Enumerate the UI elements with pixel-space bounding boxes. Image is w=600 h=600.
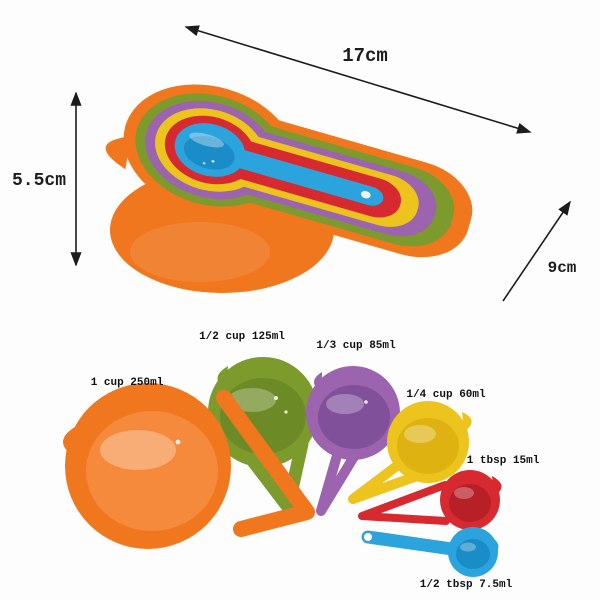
depth-dimension-arrow [502, 200, 571, 302]
cup-highlight [326, 394, 364, 414]
label-quarter-cup: 1/4 cup 60ml [406, 389, 486, 401]
spoon-bowl-inner [183, 135, 235, 170]
cup-highlight [100, 430, 176, 470]
measuring-spoon-tbsp [358, 470, 502, 530]
width-dimension-arrow [184, 25, 532, 134]
measuring-cup-1cup [63, 383, 315, 549]
speck [202, 162, 206, 165]
spoon-highlight [454, 487, 474, 499]
cup-bowl-inner [318, 385, 390, 449]
measuring-cup-half-cup [208, 357, 318, 514]
speck [364, 400, 368, 404]
cup-handle [348, 457, 419, 504]
spoon-highlight [189, 132, 224, 148]
stacked-set-top-view: 17cm 5.5cm 9cm [12, 25, 577, 302]
width-dimension-label: 17cm [342, 45, 388, 67]
label-half-tbsp: 1/2 tbsp 7.5ml [420, 579, 513, 591]
spoon-bowl-inner [456, 539, 490, 569]
label-half-cup: 1/2 cup 125ml [199, 331, 285, 343]
cup-handle [216, 390, 315, 537]
size-labels: 1 cup 250ml 1/2 cup 125ml 1/3 cup 85ml 1… [91, 331, 540, 591]
cup-handle [236, 437, 309, 514]
spoon-handle [361, 530, 459, 556]
cup-body-highlight [130, 222, 270, 282]
depth-dimension-label: 9cm [548, 259, 577, 277]
speck [175, 439, 181, 445]
spoon-handle [358, 481, 450, 525]
height-dimension-label: 5.5cm [12, 171, 66, 191]
measuring-spoon-half-tbsp [361, 527, 499, 577]
stack-spoon-half-tbsp [174, 123, 384, 206]
label-1cup: 1 cup 250ml [91, 377, 164, 389]
dimension-annotations: 17cm 5.5cm 9cm [12, 25, 577, 302]
cup-highlight [404, 425, 436, 443]
speck [274, 396, 278, 400]
label-third-cup: 1/3 cup 85ml [316, 340, 396, 352]
label-tbsp: 1 tbsp 15ml [467, 455, 540, 467]
spoon-hole [364, 533, 372, 541]
fanned-set-bottom-view: 1 cup 250ml 1/2 cup 125ml 1/3 cup 85ml 1… [63, 331, 540, 591]
cup-bowl-inner [397, 418, 459, 474]
spoon-bowl-inner [449, 484, 491, 522]
measuring-cup-third-cup [306, 366, 400, 516]
cup-handle [316, 447, 360, 516]
measuring-cup-quarter-cup [348, 401, 472, 504]
speck [211, 160, 215, 163]
spoon-hole [360, 190, 371, 199]
cup-bowl-inner [86, 411, 218, 531]
spoon-handle [209, 143, 384, 206]
speck [284, 410, 288, 414]
spoon-highlight [460, 542, 476, 552]
cup-highlight [228, 388, 276, 412]
